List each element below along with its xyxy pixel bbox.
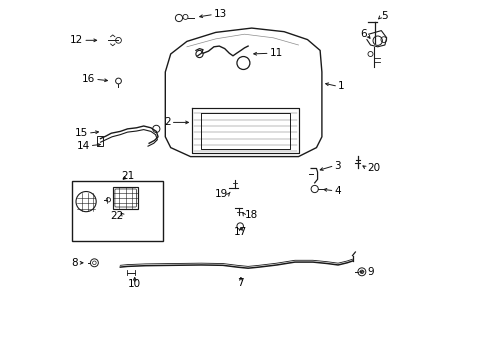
Text: 11: 11 xyxy=(269,48,283,58)
Text: 3: 3 xyxy=(334,161,341,171)
Text: 6: 6 xyxy=(360,29,366,39)
Text: 1: 1 xyxy=(337,81,344,91)
Bar xyxy=(113,187,138,209)
Text: 15: 15 xyxy=(75,128,88,138)
Text: 20: 20 xyxy=(366,163,379,174)
Text: 9: 9 xyxy=(366,267,373,277)
Text: 5: 5 xyxy=(381,11,387,21)
Text: 13: 13 xyxy=(213,9,227,19)
Text: 12: 12 xyxy=(70,35,83,45)
Text: 10: 10 xyxy=(128,279,141,289)
Text: 14: 14 xyxy=(76,141,89,151)
Text: 17: 17 xyxy=(234,227,247,237)
Text: 18: 18 xyxy=(244,210,257,220)
Text: 8: 8 xyxy=(71,258,78,268)
Text: 22: 22 xyxy=(110,211,123,221)
Text: 4: 4 xyxy=(334,186,341,196)
Bar xyxy=(72,181,163,241)
Text: 19: 19 xyxy=(215,189,228,199)
Text: 16: 16 xyxy=(81,74,95,84)
Text: 7: 7 xyxy=(237,278,244,288)
Text: 2: 2 xyxy=(164,117,170,127)
Bar xyxy=(97,136,103,146)
Text: 21: 21 xyxy=(121,171,134,181)
